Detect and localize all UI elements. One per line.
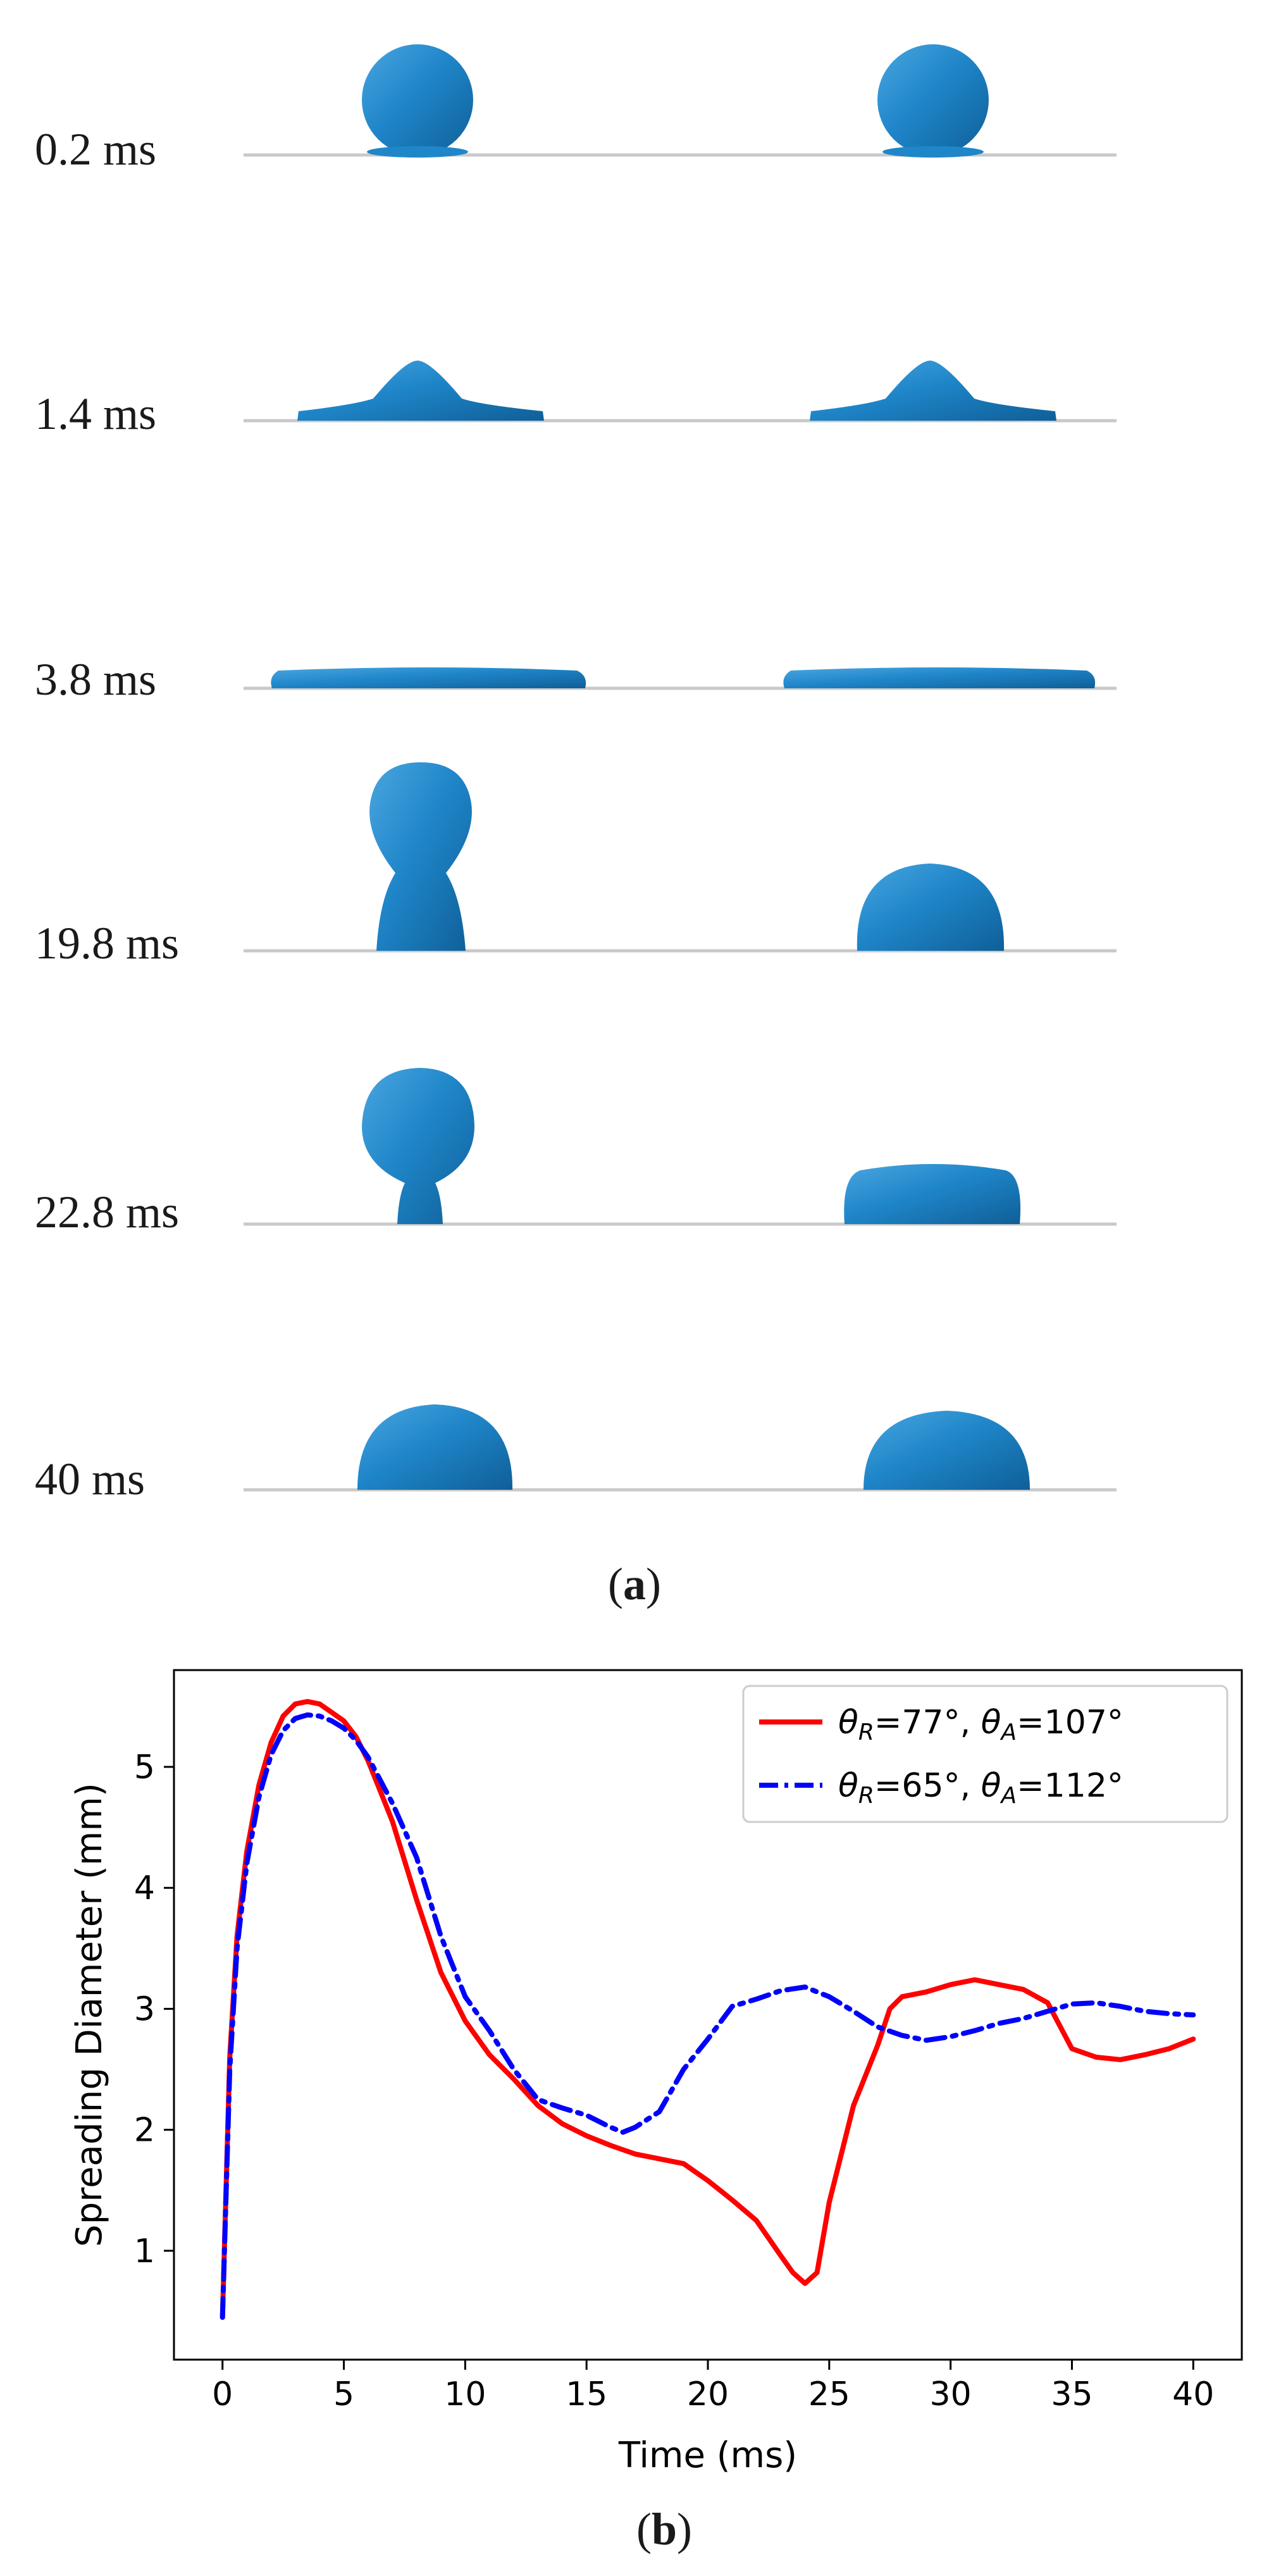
frame-row-1p4ms: 1.4 ms (35, 361, 1117, 439)
spreading-diameter-chart: 0 5 10 15 20 25 30 35 40 1 2 3 4 5 Time (ms) Spreadi… (69, 1669, 1243, 2476)
droplet-right (877, 44, 989, 158)
droplet-left (362, 44, 473, 158)
legend: θR=77°, θA=107° θR=65°, θA=112° (742, 1685, 1229, 1823)
droplet-right (864, 1411, 1030, 1490)
panel-b-caption: (b) (636, 2504, 692, 2554)
droplet-left (357, 1404, 513, 1490)
droplet-right (783, 667, 1096, 688)
x-tick-label: 15 (566, 2375, 607, 2413)
droplet-right (857, 864, 1005, 951)
x-tick-label: 20 (687, 2375, 729, 2413)
frame-time-label: 40 ms (35, 1454, 145, 1504)
y-tick-label: 1 (134, 2232, 155, 2270)
frame-time-label: 3.8 ms (35, 654, 156, 705)
frame-row-19p8ms: 19.8 ms (35, 762, 1117, 969)
x-tick-label: 0 (212, 2375, 233, 2413)
droplet-right (810, 361, 1056, 421)
x-tick-label: 40 (1172, 2375, 1214, 2413)
x-tick-label: 5 (333, 2375, 354, 2413)
panel-a: 0.2 ms 1.4 ms 3.8 ms (35, 44, 1117, 1609)
droplet-left-necked (362, 1068, 474, 1224)
droplet-right (844, 1164, 1021, 1224)
x-axis-label: Time (ms) (618, 2435, 797, 2476)
x-tick-label: 30 (930, 2375, 972, 2413)
droplet-left (297, 361, 544, 421)
frame-row-22p8ms: 22.8 ms (35, 1068, 1117, 1237)
x-tick-label: 10 (444, 2375, 486, 2413)
frame-time-label: 1.4 ms (35, 388, 156, 439)
legend-entry-series-2: θR=65°, θA=112° (759, 1767, 1124, 1809)
legend-label: θR=77°, θA=107° (838, 1704, 1124, 1745)
frame-row-0p2ms: 0.2 ms (35, 44, 1117, 175)
frame-row-3p8ms: 3.8 ms (35, 654, 1117, 705)
frame-time-label: 0.2 ms (35, 124, 156, 175)
frame-time-label: 19.8 ms (35, 918, 179, 969)
series-line-1 (220, 1699, 1196, 2320)
y-axis: 1 2 3 4 5 (134, 1749, 174, 2270)
droplet-left (271, 667, 586, 688)
y-axis-label: Spreading Diameter (mm) (69, 1783, 110, 2247)
frame-row-40ms: 40 ms (35, 1404, 1117, 1504)
y-tick-label: 2 (134, 2112, 155, 2150)
series-layer (220, 1699, 1196, 2320)
legend-label: θR=65°, θA=112° (838, 1767, 1124, 1809)
series-line-2 (220, 1712, 1196, 2320)
x-tick-label: 35 (1051, 2375, 1093, 2413)
frame-time-label: 22.8 ms (35, 1187, 179, 1237)
legend-entry-series-1: θR=77°, θA=107° (759, 1704, 1124, 1745)
y-tick-label: 4 (134, 1869, 155, 1907)
y-tick-label: 5 (134, 1749, 155, 1786)
droplet-left-elongated (369, 762, 472, 951)
legend-box (742, 1685, 1229, 1823)
x-tick-label: 25 (808, 2375, 850, 2413)
y-tick-label: 3 (134, 1990, 155, 2028)
x-axis: 0 5 10 15 20 25 30 35 40 (212, 2360, 1214, 2413)
panel-a-caption: (a) (608, 1559, 661, 1609)
